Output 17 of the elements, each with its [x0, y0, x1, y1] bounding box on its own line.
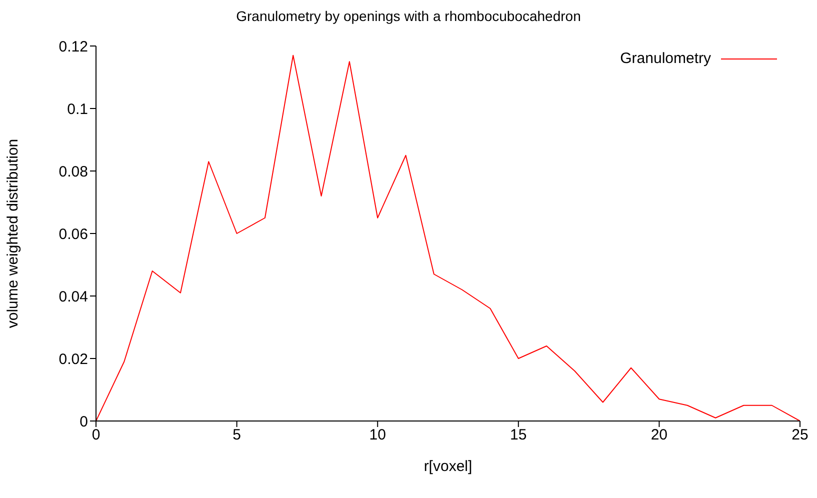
x-axis-title: r[voxel]	[424, 458, 472, 475]
y-tick-label: 0.08	[58, 163, 88, 180]
x-tick-label: 25	[792, 426, 808, 444]
y-tick-label: 0.06	[58, 226, 88, 243]
x-tick-label: 0	[92, 426, 100, 444]
legend-label: Granulometry	[620, 50, 711, 67]
y-tick-label: 0.04	[58, 288, 88, 306]
y-tick-label: 0.1	[67, 100, 88, 118]
chart-title: Granulometry by openings with a rhombocubocahedron	[235, 8, 582, 24]
x-tick-label: 5	[232, 426, 241, 444]
y-tick-label: 0.12	[58, 38, 88, 56]
y-tick-label: 0	[80, 413, 88, 430]
x-tick-label: 15	[510, 426, 527, 444]
y-tick-label: 0.02	[58, 350, 88, 368]
y-axis-title: volume weighted distribution	[4, 138, 22, 328]
x-tick-label: 20	[650, 426, 668, 444]
x-tick-label: 10	[369, 426, 386, 444]
